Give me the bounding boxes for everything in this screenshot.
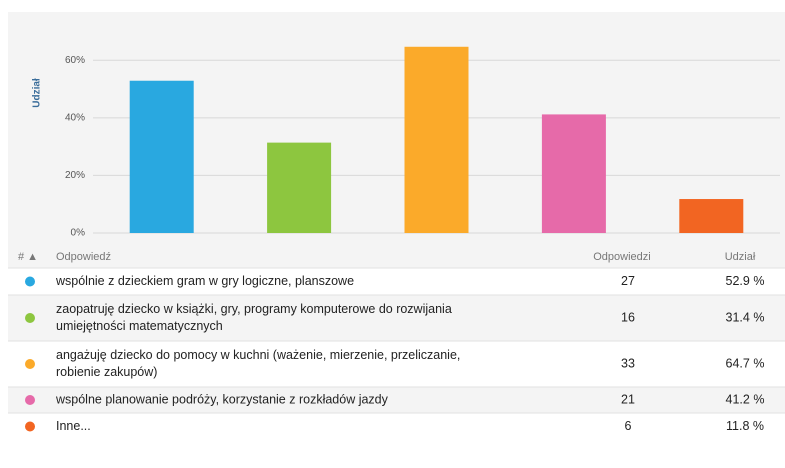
color-dot: [25, 276, 35, 287]
answer-text: wspólnie z dzieckiem gram w gry logiczne…: [55, 274, 354, 288]
header-hash: # ▲: [18, 251, 38, 263]
count: 33: [621, 356, 635, 370]
count: 16: [621, 310, 635, 324]
table-row: [8, 341, 785, 387]
table-row: [8, 387, 785, 413]
share: 64.7 %: [726, 356, 765, 370]
answer-text: wspólne planowanie podróży, korzystanie …: [55, 392, 389, 406]
share: 31.4 %: [726, 310, 765, 324]
color-dot: [25, 359, 35, 369]
answer-line: robienie zakupów): [56, 365, 157, 379]
color-dot: [25, 421, 35, 432]
y-tick-label: 60%: [65, 55, 85, 66]
header-share: Udział: [725, 251, 756, 263]
header-answer: Odpowiedź: [56, 251, 111, 263]
answer-text: Inne...: [56, 419, 91, 433]
count: 6: [625, 419, 632, 433]
bar: [679, 199, 744, 233]
table-row: [8, 413, 785, 440]
y-tick-label: 40%: [65, 113, 85, 124]
y-tick-label: 0%: [71, 228, 86, 239]
header-count: Odpowiedzi: [593, 251, 650, 263]
share: 52.9 %: [726, 274, 765, 288]
bar: [541, 114, 606, 233]
answer-line: angażuję dziecko do pomocy w kuchni (waż…: [56, 348, 460, 362]
count: 21: [621, 392, 635, 406]
answer-line: umiejętności matematycznych: [56, 319, 223, 333]
share: 11.8 %: [726, 419, 764, 433]
color-dot: [25, 395, 35, 405]
share: 41.2 %: [726, 392, 765, 406]
answer-text: angażuję dziecko do pomocy w kuchni (waż…: [56, 348, 460, 379]
answer-text: zaopatruję dziecko w książki, gry, progr…: [56, 302, 452, 333]
answer-line: zaopatruję dziecko w książki, gry, progr…: [56, 302, 452, 316]
bar: [129, 80, 194, 233]
table-header: [8, 246, 785, 268]
y-axis-label: Udział: [32, 78, 43, 108]
count: 27: [621, 274, 635, 288]
bar: [267, 142, 332, 233]
table-row: [8, 268, 785, 295]
y-tick-label: 20%: [65, 170, 85, 181]
bar: [404, 46, 469, 233]
chart-panel: [8, 12, 785, 246]
table-row: [8, 295, 785, 341]
color-dot: [25, 313, 35, 323]
